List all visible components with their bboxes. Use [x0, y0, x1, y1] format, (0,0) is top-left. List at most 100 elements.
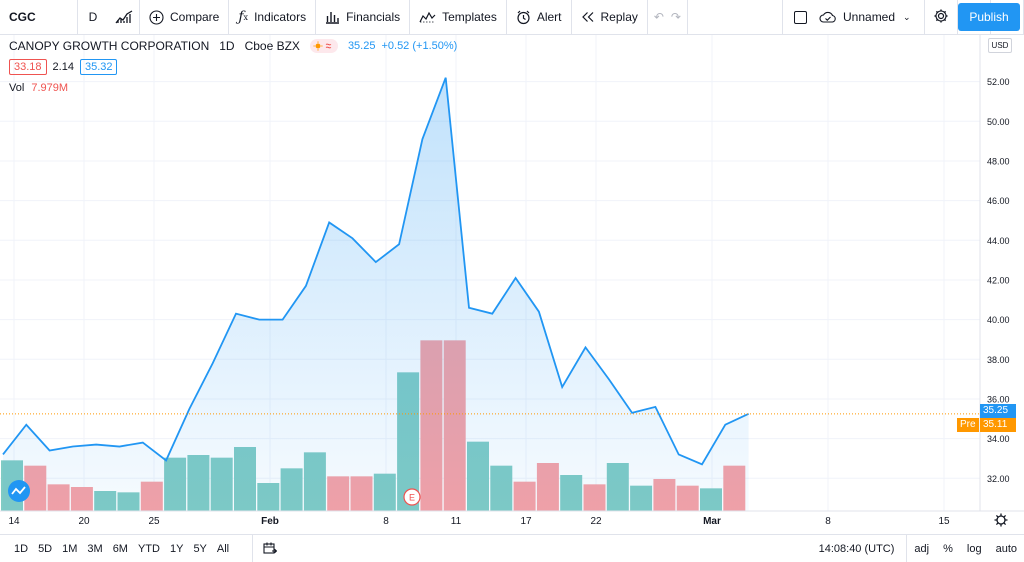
range-button-ytd[interactable]: YTD	[137, 542, 160, 555]
range-button-all[interactable]: All	[216, 542, 230, 555]
compare-button[interactable]: Compare	[140, 0, 230, 35]
y-tick-label: 48.00	[987, 156, 1010, 166]
adjust-toggle[interactable]: adj	[914, 543, 930, 555]
x-tick-label: Feb	[261, 516, 279, 527]
replay-button[interactable]: Replay	[572, 0, 648, 35]
scale-settings-icon[interactable]	[994, 513, 1008, 527]
y-tick-label: 32.00	[987, 474, 1010, 484]
y-tick-label: 42.00	[987, 275, 1010, 285]
tradingview-logo-icon[interactable]	[8, 480, 30, 502]
earnings-marker[interactable]: E	[403, 488, 421, 506]
grid	[0, 35, 980, 511]
y-tick-label: 36.00	[987, 394, 1010, 404]
range-button-1m[interactable]: 1M	[62, 542, 78, 555]
auto-toggle[interactable]: auto	[995, 543, 1017, 555]
price-chart[interactable]: 32.00 34.00 36.00 38.00 40.00 42.00 44.00 46.00…	[0, 35, 1024, 534]
alarm-clock-icon	[516, 10, 531, 25]
indicators-label: Indicators	[254, 10, 307, 24]
chart-style-button[interactable]	[108, 0, 140, 35]
financials-label: Financials	[346, 10, 401, 24]
interval-button[interactable]: D	[78, 0, 108, 35]
range-button-5d[interactable]: 5D	[38, 542, 53, 555]
range-button-6m[interactable]: 6M	[112, 542, 128, 555]
range-button-1y[interactable]: 1Y	[169, 542, 184, 555]
gear-icon	[933, 8, 949, 27]
legend-last-price: 35.25	[347, 40, 376, 52]
earnings-letter: E	[409, 493, 415, 503]
y-tick-label: 50.00	[987, 117, 1010, 127]
select-all-checkbox[interactable]	[783, 0, 817, 35]
volume-label: Vol	[9, 82, 25, 94]
log-toggle[interactable]: log	[966, 543, 982, 555]
alert-label: Alert	[536, 10, 562, 24]
compare-label: Compare	[170, 10, 220, 24]
symbol-text: CGC	[9, 10, 36, 24]
chevron-down-icon: ⌄	[903, 11, 911, 22]
templates-button[interactable]: Templates	[410, 0, 507, 35]
percent-toggle[interactable]: %	[943, 543, 953, 555]
undo-icon[interactable]: ↶	[653, 10, 664, 24]
volume-value: 7.979M	[31, 82, 69, 94]
x-tick-label: 22	[590, 516, 602, 527]
pre-market-label: Pre	[957, 418, 979, 432]
area-fill	[3, 77, 749, 511]
replay-label: Replay	[600, 10, 638, 24]
price-line[interactable]	[2, 77, 749, 466]
y-tick-label: 38.00	[987, 355, 1010, 365]
bar-chart-icon	[114, 10, 133, 24]
legend-exchange: Cboe BZX	[244, 39, 300, 53]
range-button-1d[interactable]: 1D	[14, 542, 29, 555]
legend-interval: 1D	[219, 39, 235, 53]
undo-redo-group: ↶ ↷	[648, 0, 688, 35]
financials-icon	[325, 10, 340, 24]
pre-market-price-tag: 35.11	[980, 418, 1016, 432]
market-status-icon[interactable]	[309, 39, 338, 53]
bottom-toolbar: 1D 5D 1M 3M 6M YTD 1Y 5Y All 14:08:40 (UTC) adj …	[0, 534, 1024, 562]
ask-price[interactable]: 35.32	[79, 59, 118, 75]
templates-icon	[419, 11, 436, 23]
bid-ask-row: 33.18 2.14 35.32	[9, 59, 118, 75]
publish-button[interactable]: Publish	[958, 3, 1020, 31]
bid-price[interactable]: 33.18	[9, 59, 47, 75]
bottom-right-controls: 14:08:40 (UTC) adj % log auto	[812, 535, 1024, 562]
x-tick-label: 20	[78, 516, 90, 527]
settings-button[interactable]	[925, 0, 958, 35]
x-tick-label: 17	[520, 516, 532, 527]
layout-name: Unnamed	[843, 10, 896, 24]
y-tick-label: 44.00	[987, 236, 1010, 246]
rewind-icon	[581, 11, 595, 23]
legend-change: +0.52 (+1.50%)	[381, 40, 458, 52]
x-tick-label: 15	[938, 516, 950, 527]
y-tick-label: 52.00	[987, 77, 1010, 87]
toolbar-spacer	[688, 0, 783, 35]
y-tick-label: 34.00	[987, 434, 1010, 444]
currency-badge[interactable]: USD	[988, 38, 1012, 53]
alert-button[interactable]: Alert	[507, 0, 572, 35]
x-tick-label: 25	[148, 516, 160, 527]
cloud-icon	[819, 11, 837, 23]
x-tick-label: Mar	[703, 516, 721, 527]
redo-icon[interactable]: ↷	[670, 10, 681, 24]
x-tick-label: 8	[825, 516, 831, 527]
y-tick-label: 46.00	[987, 196, 1010, 206]
goto-date-icon[interactable]	[252, 534, 278, 562]
last-price-tag: 35.25	[980, 404, 1016, 418]
range-button-5y[interactable]: 5Y	[193, 542, 207, 555]
symbol-search-button[interactable]: CGC	[0, 0, 78, 35]
x-tick-label: 14	[8, 516, 20, 527]
checkbox-icon	[793, 10, 807, 24]
layout-menu-button[interactable]: Unnamed ⌄	[817, 0, 925, 35]
x-tick-label: 11	[451, 516, 462, 527]
spread-value: 2.14	[52, 61, 74, 73]
interval-text: D	[88, 10, 98, 24]
financials-button[interactable]: Financials	[316, 0, 411, 35]
chart-legend: CANOPY GROWTH CORPORATION 1D Cboe BZX 35…	[9, 39, 457, 53]
range-button-3m[interactable]: 3M	[87, 542, 103, 555]
templates-label: Templates	[442, 10, 497, 24]
y-tick-label: 40.00	[987, 315, 1010, 325]
clock-time[interactable]: 14:08:40 (UTC)	[812, 535, 908, 562]
volume-legend: Vol 7.979M	[9, 82, 68, 94]
